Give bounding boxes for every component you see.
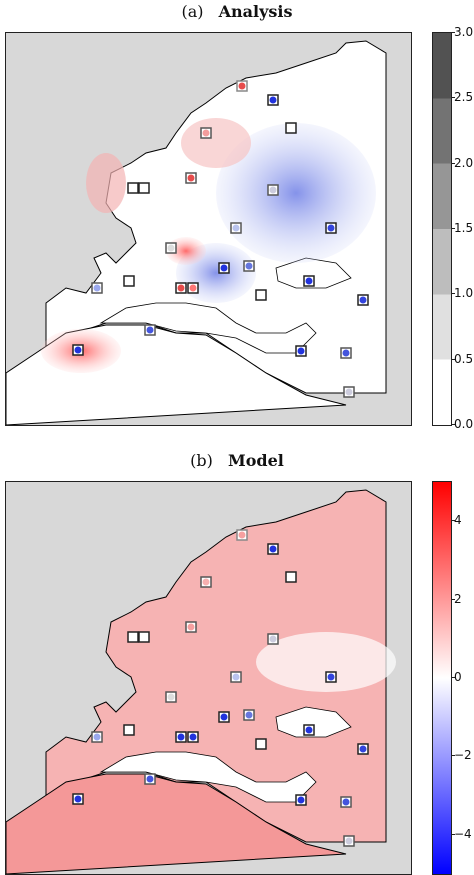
colorbar-tick-label: 1.5 [454, 221, 474, 235]
analysis-warm-anomaly-britain [86, 153, 126, 213]
model-colorbar: 4 2 0 −2 −4 [432, 481, 474, 875]
black-sea [275, 706, 352, 738]
colorbar-tick-label: 2.0 [454, 155, 474, 170]
station-value [305, 277, 313, 285]
station-value [238, 531, 246, 539]
station-value [125, 277, 133, 285]
station-value [202, 129, 210, 137]
station-value [167, 244, 175, 252]
station-value [129, 633, 137, 641]
station-value [140, 633, 148, 641]
station-value [220, 713, 228, 721]
analysis-stations [72, 80, 369, 398]
model-map [5, 481, 412, 875]
colorbar-tick-label: 3.0 [454, 25, 474, 39]
station-value [177, 284, 185, 292]
colorbar-tickmark [451, 162, 455, 164]
analysis-map [5, 32, 412, 426]
station-value [202, 578, 210, 586]
station-value [269, 96, 277, 104]
panel-b-label: (b) [190, 451, 213, 470]
colorbar-tickmark [451, 755, 455, 757]
colorbar-tick-label: −2 [454, 748, 472, 763]
panel-a-label: (a) [181, 2, 204, 21]
station-value [167, 693, 175, 701]
station-value [74, 795, 82, 803]
station-value [93, 284, 101, 292]
station-value [342, 349, 350, 357]
model-colorbar-gradient [432, 481, 452, 875]
station-value [327, 673, 335, 681]
station-value [305, 726, 313, 734]
station-value [74, 346, 82, 354]
analysis-colorbar: 0.0 0.5 1.0 1.5 2.0 2.5 3.0 [432, 25, 474, 431]
station-value [125, 726, 133, 734]
colorbar-tickmark [451, 228, 455, 229]
station-value [245, 711, 253, 719]
station-value [177, 733, 185, 741]
colorbar-tickmark [451, 424, 455, 425]
analysis-warm-anomaly-scandinavia [181, 118, 251, 168]
station-value [187, 174, 195, 182]
station-value [342, 798, 350, 806]
colorbar-tick-label: 2.5 [454, 90, 474, 105]
model-map-svg [6, 489, 396, 874]
station-value [245, 262, 253, 270]
colorbar-tick-label: 1.0 [454, 286, 474, 301]
station-value [269, 635, 277, 643]
panel-a-name: Analysis [218, 2, 293, 21]
europe-domain [45, 489, 387, 843]
station-value [220, 264, 228, 272]
analysis-map-svg [6, 40, 387, 425]
station-value [269, 545, 277, 553]
panel-b-name: Model [228, 451, 284, 470]
station-value [359, 296, 367, 304]
colorbar-tick-label: −4 [454, 826, 472, 841]
colorbar-tick-label: 0.5 [454, 351, 474, 366]
colorbar-tick-label: 0.0 [454, 417, 474, 431]
station-value [297, 796, 305, 804]
station-value [257, 740, 265, 748]
station-value [269, 186, 277, 194]
station-value [287, 573, 295, 581]
colorbar-tickmark [451, 293, 455, 295]
station-value [297, 347, 305, 355]
station-value [232, 673, 240, 681]
station-value [327, 224, 335, 232]
colorbar-tickmark [451, 598, 455, 600]
colorbar-tick-label: 0 [454, 670, 462, 684]
mediterranean-sea [99, 302, 317, 354]
station-value [93, 733, 101, 741]
station-value [359, 745, 367, 753]
mediterranean-sea [99, 751, 317, 803]
model-neutral-band [256, 632, 396, 692]
colorbar-tickmark [451, 520, 455, 522]
north-africa-domain [6, 773, 347, 874]
station-value [345, 388, 353, 396]
station-value [146, 326, 154, 334]
station-value [345, 837, 353, 845]
station-value [257, 291, 265, 299]
station-value [189, 284, 197, 292]
station-value [187, 623, 195, 631]
colorbar-tick-label: 2 [454, 591, 462, 606]
station-value [146, 775, 154, 783]
colorbar-tickmark [451, 97, 455, 99]
station-value [232, 224, 240, 232]
colorbar-tickmark [451, 32, 455, 33]
analysis-colorbar-gradient [432, 32, 452, 426]
station-value [129, 184, 137, 192]
colorbar-tickmark [451, 833, 455, 835]
panel-a-title: (a) Analysis [0, 2, 474, 21]
station-value [238, 82, 246, 90]
colorbar-tick-label: 4 [454, 513, 462, 528]
colorbar-tickmark [451, 358, 455, 360]
station-value [287, 124, 295, 132]
model-stations [72, 529, 369, 847]
colorbar-tickmark [451, 677, 455, 678]
station-value [189, 733, 197, 741]
panel-b-title: (b) Model [0, 451, 474, 470]
station-value [140, 184, 148, 192]
